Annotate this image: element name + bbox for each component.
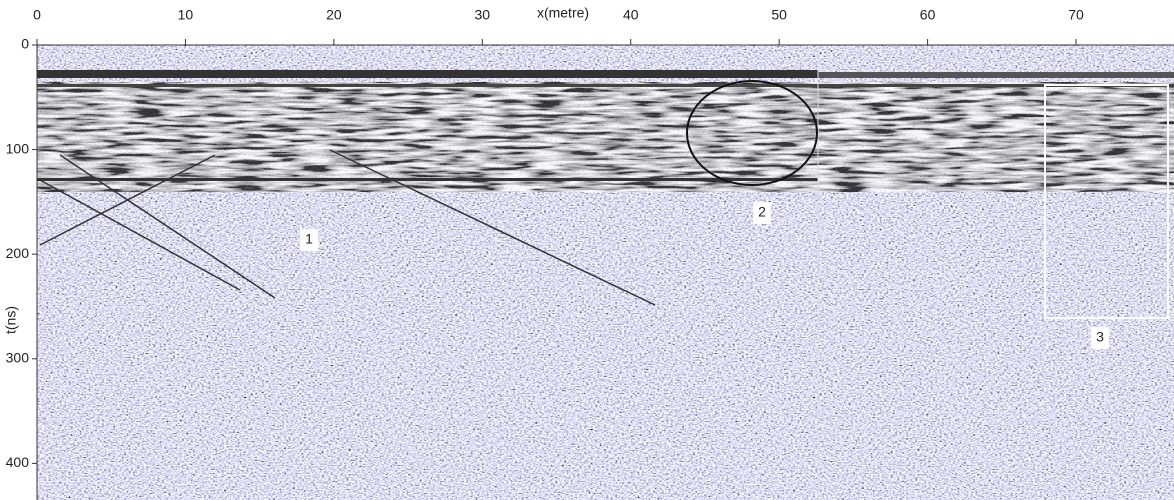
annotation-label: 1 xyxy=(305,231,313,247)
x-tick-label: 10 xyxy=(178,7,194,23)
y-axis-label: t(ns) xyxy=(3,306,19,334)
x-tick-label: 20 xyxy=(326,7,342,23)
annotation-label: 3 xyxy=(1096,329,1104,345)
annotation-label: 2 xyxy=(758,204,766,220)
x-tick-label: 0 xyxy=(33,7,41,23)
y-tick-label: 200 xyxy=(6,245,30,261)
y-tick-label: 100 xyxy=(6,140,30,156)
x-tick-label: 50 xyxy=(771,7,787,23)
y-tick-label: 300 xyxy=(6,349,30,365)
x-axis-label: x(metre) xyxy=(537,5,589,21)
x-tick-label: 70 xyxy=(1068,7,1084,23)
y-tick-label: 400 xyxy=(6,454,30,470)
chart: x(metre) t(ns) 0 10 20 30 40 50 60 70 0 100 200 300… xyxy=(0,0,1174,500)
x-tick-label: 40 xyxy=(623,7,639,23)
x-tick-label: 30 xyxy=(475,7,491,23)
x-tick-label: 60 xyxy=(920,7,936,23)
y-tick-label: 0 xyxy=(21,36,29,52)
